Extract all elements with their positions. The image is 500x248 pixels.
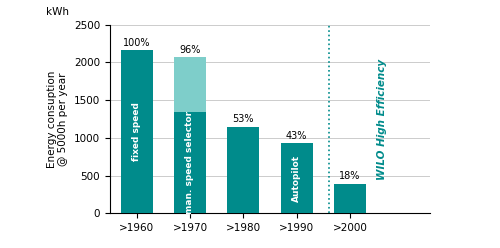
- Text: Autopilot: Autopilot: [292, 155, 301, 202]
- Text: 18%: 18%: [340, 171, 360, 181]
- Text: WILO High Efficiency: WILO High Efficiency: [377, 59, 387, 180]
- Bar: [280, 143, 312, 213]
- Bar: [174, 57, 206, 112]
- Text: fixed speed: fixed speed: [132, 102, 141, 161]
- Bar: [334, 184, 366, 213]
- Text: 43%: 43%: [286, 131, 308, 141]
- Y-axis label: Energy consuption
@ 5000h per year: Energy consuption @ 5000h per year: [47, 70, 68, 168]
- Text: kWh: kWh: [46, 7, 69, 17]
- Bar: [120, 50, 152, 213]
- Bar: [174, 112, 206, 213]
- Bar: [228, 127, 260, 213]
- Text: 96%: 96%: [180, 45, 201, 55]
- Text: 53%: 53%: [232, 114, 254, 124]
- Text: man. speed selector: man. speed selector: [186, 111, 194, 214]
- Text: 100%: 100%: [123, 38, 150, 48]
